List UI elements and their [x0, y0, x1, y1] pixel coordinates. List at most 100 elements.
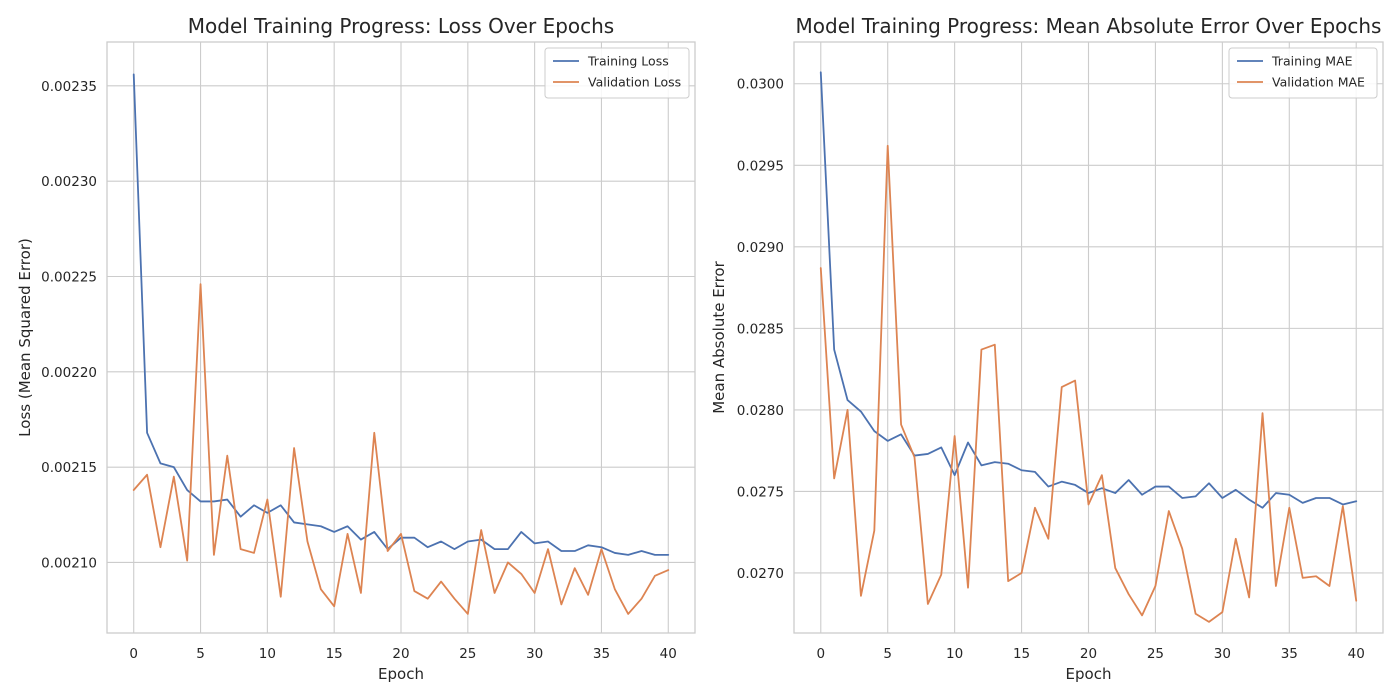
mae-training-point	[887, 440, 889, 442]
loss-x-tick-label: 5	[196, 646, 205, 662]
loss-validation-point	[400, 533, 402, 535]
mae-y-tick-label: 0.0275	[737, 484, 784, 500]
mae-validation-point	[1262, 412, 1264, 414]
loss-x-tick-label: 40	[660, 646, 677, 662]
loss-validation-point	[280, 596, 282, 598]
mae-validation-point	[1315, 575, 1317, 577]
mae-training-point	[900, 433, 902, 435]
loss-training-point	[146, 432, 148, 434]
loss-training-point	[601, 546, 603, 548]
loss-training-point	[440, 541, 442, 543]
loss-validation-point	[667, 569, 669, 571]
mae-validation-point	[860, 595, 862, 597]
loss-y-tick-label: 0.00230	[41, 174, 97, 190]
mae-x-tick-label: 40	[1348, 646, 1365, 662]
mae-validation-point	[1141, 614, 1143, 616]
loss-validation-point	[413, 590, 415, 592]
loss-training-point	[494, 548, 496, 550]
loss-validation-point	[520, 573, 522, 575]
loss-validation-point	[333, 605, 335, 607]
loss-training-point	[560, 550, 562, 552]
mae-validation-point	[1155, 585, 1157, 587]
mae-training-point	[1355, 500, 1357, 502]
loss-x-tick-label: 10	[259, 646, 276, 662]
loss-training-point	[226, 499, 228, 501]
loss-validation-point	[654, 575, 656, 577]
mae-training-point	[1342, 504, 1344, 506]
loss-training-point	[614, 552, 616, 554]
loss-validation-point	[293, 447, 295, 449]
loss-validation-point	[160, 546, 162, 548]
mae-training-point	[847, 399, 849, 401]
mae-training-point	[860, 411, 862, 413]
loss-validation-point	[226, 455, 228, 457]
loss-training-point	[186, 489, 188, 491]
loss-y-tick-label: 0.00210	[41, 555, 97, 571]
mae-training-point	[940, 447, 942, 449]
mae-x-tick-label: 30	[1214, 646, 1231, 662]
mae-training-point	[1329, 497, 1331, 499]
mae-validation-point	[981, 349, 983, 351]
mae-validation-point	[1101, 474, 1103, 476]
mae-validation-point	[887, 145, 889, 147]
mae-training-point	[967, 442, 969, 444]
mae-y-axis-label: Mean Absolute Error	[710, 260, 728, 413]
loss-validation-point	[213, 554, 215, 556]
mae-chart: 0 5 10 15 20 25 30 35 40 0.0270 0.0275 0.0280 0.0285…	[710, 14, 1384, 683]
mae-validation-point	[1074, 380, 1076, 382]
mae-x-tick-label: 15	[1013, 646, 1030, 662]
mae-training-point	[1168, 486, 1170, 488]
mae-validation-point	[954, 435, 956, 437]
mae-training-point	[1248, 499, 1250, 501]
loss-validation-point	[627, 613, 629, 615]
loss-training-point	[587, 544, 589, 546]
loss-training-point	[213, 501, 215, 503]
loss-chart-title: Model Training Progress: Loss Over Epoch…	[188, 14, 614, 38]
loss-training-point	[333, 531, 335, 533]
loss-plot-area	[106, 41, 696, 634]
loss-training-point	[427, 546, 429, 548]
mae-y-tick-label: 0.0300	[737, 77, 784, 93]
mae-validation-point	[1034, 507, 1036, 509]
mae-validation-point	[1128, 593, 1130, 595]
mae-legend-box	[1228, 47, 1378, 99]
loss-training-point	[160, 462, 162, 464]
mae-validation-point	[1195, 613, 1197, 615]
loss-validation-point	[601, 548, 603, 550]
loss-validation-point	[266, 499, 268, 501]
loss-x-axis-label: Epoch	[378, 665, 424, 683]
mae-training-point	[927, 453, 929, 455]
loss-validation-point	[427, 598, 429, 600]
loss-validation-point	[574, 567, 576, 569]
mae-validation-point	[914, 456, 916, 458]
mae-validation-point	[1355, 600, 1357, 602]
mae-validation-point	[1275, 585, 1277, 587]
loss-validation-point	[547, 548, 549, 550]
loss-training-point	[373, 531, 375, 533]
loss-training-point	[280, 504, 282, 506]
mae-validation-point	[900, 424, 902, 426]
loss-training-point	[627, 554, 629, 556]
loss-training-point	[307, 523, 309, 525]
mae-validation-point	[1248, 597, 1250, 599]
loss-legend: Training Loss Validation Loss	[544, 47, 690, 99]
mae-validation-point	[1047, 538, 1049, 540]
mae-validation-point	[1208, 621, 1210, 623]
loss-validation-point	[307, 541, 309, 543]
loss-training-point	[574, 550, 576, 552]
mae-validation-point	[873, 530, 875, 532]
mae-x-tick-label: 0	[816, 646, 825, 662]
loss-training-point	[240, 516, 242, 518]
mae-validation-point	[820, 267, 822, 269]
mae-validation-point	[847, 409, 849, 411]
loss-legend-label: Validation Loss	[588, 75, 681, 90]
mae-x-tick-label: 35	[1281, 646, 1298, 662]
loss-y-axis-label: Loss (Mean Squared Error)	[16, 238, 34, 437]
loss-training-point	[654, 554, 656, 556]
loss-training-point	[347, 525, 349, 527]
loss-validation-point	[373, 432, 375, 434]
loss-training-point	[547, 541, 549, 543]
mae-training-point	[1221, 497, 1223, 499]
mae-validation-point	[1302, 577, 1304, 579]
loss-validation-point	[240, 548, 242, 550]
